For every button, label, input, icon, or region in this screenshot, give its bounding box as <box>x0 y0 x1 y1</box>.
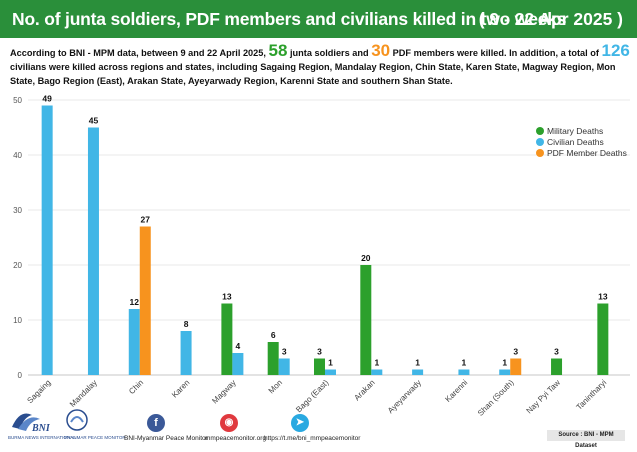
bar-civilian-deaths <box>232 353 244 375</box>
bar-military-deaths <box>597 303 609 375</box>
bar-pdf-member-deaths <box>510 358 522 375</box>
intro-part1: According to BNI - MPM data, between 9 a… <box>10 48 266 58</box>
intro-part4: civilians were killed across regions and… <box>10 62 616 86</box>
bar-civilian-deaths <box>371 369 383 375</box>
bar-civilian-deaths <box>87 127 99 375</box>
y-tick-label: 20 <box>13 261 22 270</box>
date-range: ( 9 - 22 Apr 2025 ) <box>478 9 623 29</box>
data-label: 12 <box>130 297 140 307</box>
bar-civilian-deaths <box>278 358 290 375</box>
legend-marker <box>536 149 544 157</box>
y-tick-label: 40 <box>13 151 22 160</box>
data-label: 1 <box>374 358 379 368</box>
y-tick-label: 0 <box>18 371 23 380</box>
data-label: 1 <box>462 358 467 368</box>
intro-part3: PDF members were killed. In addition, a … <box>392 48 599 58</box>
bar-civilian-deaths <box>499 369 511 375</box>
data-label: 13 <box>222 292 232 302</box>
y-tick-label: 10 <box>13 316 22 325</box>
legend-label: PDF Member Deaths <box>547 148 627 158</box>
intro-part2: junta soldiers and <box>290 48 369 58</box>
legend-label: Civilian Deaths <box>547 137 604 147</box>
pdf-count: 30 <box>371 41 391 60</box>
bar-civilian-deaths <box>458 369 470 375</box>
title-banner: No. of junta soldiers, PDF members and c… <box>0 0 637 38</box>
data-label: 3 <box>513 347 518 357</box>
mpm-logo-mark <box>66 409 88 431</box>
x-tick-label: Sagaing <box>25 378 52 405</box>
x-tick-label: Arakan <box>352 378 376 402</box>
data-label: 3 <box>317 347 322 357</box>
bar-military-deaths <box>314 358 325 375</box>
telegram-icon[interactable]: ➤ <box>291 414 309 432</box>
data-label: 3 <box>554 347 559 357</box>
x-tick-label: Karenni <box>443 378 469 404</box>
data-label: 13 <box>598 292 608 302</box>
bar-civilian-deaths <box>412 369 424 375</box>
chart-title: No. of junta soldiers, PDF members and c… <box>12 9 567 29</box>
data-label: 49 <box>42 94 52 104</box>
facebook-label[interactable]: BNI-Myanmar Peace Monitor <box>124 435 208 442</box>
data-label: 1 <box>328 358 333 368</box>
mpm-logo-subtitle: MYANMAR PEACE MONITOR <box>64 435 126 440</box>
source-note: Source : BNI - MPM Dataset <box>547 430 625 449</box>
data-label: 8 <box>184 319 189 329</box>
bni-logo-subtitle: BURMA NEWS INTERNATIONAL <box>8 435 76 440</box>
bar-civilian-deaths <box>128 309 140 375</box>
data-label: 20 <box>361 253 371 263</box>
bar-military-deaths <box>221 303 233 375</box>
bni-logo-mark: BNI <box>12 413 51 434</box>
data-label: 27 <box>141 215 151 225</box>
bar-military-deaths <box>551 358 563 375</box>
web-icon[interactable]: ◉ <box>220 414 238 432</box>
data-label: 1 <box>502 358 507 368</box>
bar-military-deaths <box>267 342 279 375</box>
y-tick-label: 50 <box>13 96 22 105</box>
junta-count: 58 <box>268 41 288 60</box>
data-label: 3 <box>282 347 287 357</box>
bar-civilian-deaths <box>180 331 192 375</box>
bar-civilian-deaths <box>325 369 336 375</box>
x-tick-label: Mon <box>267 378 284 395</box>
mpm-logo: MYANMAR PEACE MONITOR <box>62 407 126 440</box>
telegram-label[interactable]: https://t.me/bni_mmpeacemonitor <box>264 435 361 442</box>
intro-paragraph: According to BNI - MPM data, between 9 a… <box>10 42 630 88</box>
civilian-count: 126 <box>601 41 630 60</box>
x-tick-label: Karen <box>170 378 191 399</box>
x-tick-label: Magway <box>210 378 237 405</box>
data-label: 6 <box>271 330 276 340</box>
x-tick-label: Chin <box>127 378 145 396</box>
bni-logo: BNI BURMA NEWS INTERNATIONAL <box>8 407 76 440</box>
bar-civilian-deaths <box>41 105 53 375</box>
legend-marker <box>536 127 544 135</box>
bni-logo-text: BNI <box>31 423 50 433</box>
data-label: 4 <box>236 341 241 351</box>
y-tick-label: 30 <box>13 206 22 215</box>
legend-label: Military Deaths <box>547 126 603 136</box>
data-label: 1 <box>415 358 420 368</box>
footer: BNI BURMA NEWS INTERNATIONAL MYANMAR PEA… <box>0 405 637 450</box>
bar-military-deaths <box>360 265 372 375</box>
legend-marker <box>536 138 544 146</box>
bar-pdf-member-deaths <box>139 226 151 375</box>
website-label[interactable]: mmpeacemonitor.org <box>205 435 267 442</box>
data-label: 45 <box>89 116 99 126</box>
facebook-icon[interactable]: f <box>147 414 165 432</box>
